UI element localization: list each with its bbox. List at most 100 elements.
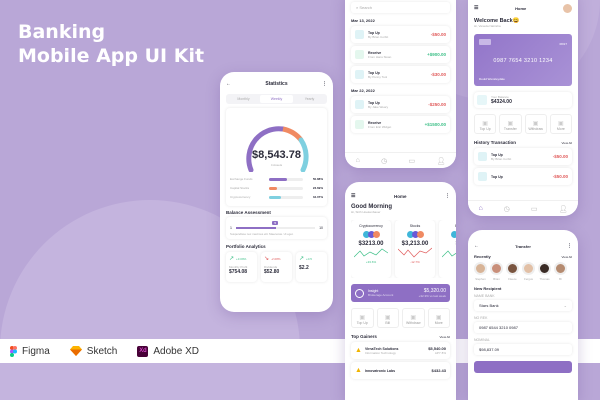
- bank-card[interactable]: 08/27 0987 7654 3210 1234 Dould Wensleyd…: [474, 34, 572, 86]
- tab-weekly[interactable]: Weekly: [260, 95, 293, 103]
- back-icon[interactable]: ←: [226, 81, 231, 87]
- top-up-icon: [355, 70, 364, 79]
- home-screen: ☰ Home ⋮ Good Morning Hi, Sirth Hoekenbaue…: [345, 182, 456, 400]
- card-expiry: 08/27: [559, 42, 567, 46]
- action-transfer[interactable]: ▣ Transfer: [499, 114, 522, 134]
- view-all-link[interactable]: View All: [439, 334, 450, 339]
- view-all-link[interactable]: View All: [561, 254, 572, 259]
- insight-card[interactable]: Insight Brokerage Account $5,320.00 +32.3%…: [351, 284, 450, 302]
- view-all-link[interactable]: View All: [561, 140, 572, 145]
- transaction-title: Receive: [368, 50, 382, 55]
- transaction-sub: From Eric Widget: [368, 124, 392, 129]
- transaction-item[interactable]: Receive From Eric Widget +$1500.00: [351, 116, 450, 133]
- contact-name: Brian: [493, 277, 500, 281]
- transaction-title: Top Up: [368, 30, 380, 35]
- action-top-up[interactable]: ▣ Top Up: [351, 308, 374, 328]
- company-value: $5,540.00: [428, 346, 446, 351]
- transaction-sub: By Brian Corbit: [368, 34, 389, 39]
- home-icon[interactable]: ⌂: [355, 157, 360, 164]
- contact-name: Fleece: [508, 277, 517, 281]
- coin-icons: [439, 231, 456, 238]
- continue-button[interactable]: [474, 361, 572, 373]
- menu-icon[interactable]: ☰: [351, 193, 356, 199]
- more-icon[interactable]: ⋮: [566, 243, 572, 249]
- insight-title: Insight: [368, 289, 379, 293]
- portfolio-value: $2.2: [299, 265, 309, 271]
- breakdown-row: Exchange Funds 50.88%: [230, 177, 323, 181]
- search-input[interactable]: ⌕ Search: [351, 2, 450, 13]
- company-sector: Information Technology: [364, 350, 396, 355]
- action-more[interactable]: ▣ More: [427, 308, 450, 328]
- history-icon[interactable]: ◷: [503, 205, 510, 213]
- withdraw-icon: ▣: [410, 315, 417, 321]
- transaction-amount: -$250.00: [428, 102, 446, 107]
- screen-title: Home: [515, 5, 527, 11]
- avatar: [522, 262, 535, 275]
- coin-icons: [395, 231, 435, 238]
- market-card[interactable]: Exch $5: [439, 220, 456, 278]
- transaction-item[interactable]: Top Up By Brian Corbit -$50.00: [351, 26, 450, 43]
- portfolio-card[interactable]: ↗ +3.09% Monthly Profit $754.08: [226, 252, 257, 282]
- recent-contact[interactable]: Thomas: [538, 262, 551, 281]
- portfolio-card[interactable]: ↘ -2.08% Dividends $52.80: [261, 252, 292, 282]
- contact-name: Thomas: [539, 277, 550, 281]
- transaction-item[interactable]: Top Up -$50.00: [474, 168, 572, 185]
- back-icon[interactable]: ←: [474, 243, 479, 249]
- balance-slider[interactable]: 5: [235, 221, 316, 229]
- account-value: 0987 6544 3210 0987: [479, 325, 518, 330]
- gainer-item[interactable]: ▲ Innovatronic Labs $432.43: [351, 362, 450, 379]
- home-icon[interactable]: ⌂: [478, 205, 483, 212]
- tab-monthly[interactable]: Monthly: [237, 97, 250, 101]
- nominal-input[interactable]: $98,837.09: [474, 344, 572, 355]
- transaction-item[interactable]: Receive From Hans Sloan +$900.00: [351, 46, 450, 63]
- tool-label: Sketch: [86, 345, 118, 357]
- profile-icon[interactable]: 👤︎: [558, 205, 568, 213]
- screen-title: Home: [393, 193, 407, 199]
- action-label: More: [434, 321, 443, 325]
- card-icon[interactable]: ▭: [408, 157, 416, 165]
- menu-icon[interactable]: ☰: [474, 5, 479, 11]
- market-card[interactable]: Cryptocurrency $3213.00 +33.6%: [351, 220, 391, 278]
- bank-select[interactable]: Stars Bank ⌄: [474, 300, 572, 311]
- insight-change: +32.3% vs last week: [418, 294, 446, 298]
- chip-icon: [479, 39, 491, 45]
- user-name: Hi, Sirth Hoekenbauer: [351, 210, 381, 214]
- nominal-value: $98,837.09: [479, 347, 500, 352]
- more-icon[interactable]: ⋮: [321, 81, 327, 87]
- more-icon[interactable]: ⋮: [445, 193, 450, 199]
- profile-icon[interactable]: 👤︎: [436, 157, 446, 165]
- card-icon[interactable]: ▭: [530, 205, 538, 213]
- transaction-item[interactable]: Top Up By Penny Tool -$30.00: [351, 66, 450, 83]
- portfolio-change: +3.09%: [236, 256, 247, 261]
- account-input[interactable]: 0987 6544 3210 0987: [474, 322, 572, 333]
- slider-thumb[interactable]: 5: [272, 221, 279, 225]
- tab-yearly[interactable]: Yearly: [304, 97, 315, 101]
- history-icon[interactable]: ◷: [381, 157, 388, 165]
- portfolio-card[interactable]: ↗ +0.5 $2.2: [296, 252, 327, 282]
- avatar[interactable]: [562, 3, 572, 13]
- receive-icon: [355, 50, 364, 59]
- breakdown-label: Exchange Funds: [230, 177, 253, 181]
- transaction-item[interactable]: Top Up By Jake Weary -$250.00: [351, 96, 450, 113]
- action-top-up[interactable]: ▣ Top Up: [474, 114, 497, 134]
- transaction-item[interactable]: Top Up By Brian Corbit -$50.00: [474, 148, 572, 165]
- action-withdraw[interactable]: ▣ Withdraw: [524, 114, 547, 134]
- search-icon: ⌕: [356, 5, 360, 10]
- sparkline: [441, 250, 456, 258]
- recent-contact[interactable]: Fleece: [506, 262, 519, 281]
- action-bill[interactable]: ▣ Bill: [376, 308, 399, 328]
- search-placeholder: Search: [359, 5, 373, 10]
- action-more[interactable]: ▣ More: [549, 114, 572, 134]
- date-heading: Mar 13, 2022: [351, 18, 375, 23]
- recent-contact[interactable]: Fergus: [522, 262, 535, 281]
- gainer-item[interactable]: ▲ VirnaTech Solutions Information Technolo…: [351, 342, 450, 359]
- action-withdraw[interactable]: ▣ Withdraw: [402, 308, 425, 328]
- transaction-title: Top Up: [368, 70, 380, 75]
- assets-count: 4 Assets: [270, 163, 283, 167]
- recent-contact[interactable]: Br: [554, 262, 567, 281]
- recent-contact[interactable]: Brian: [490, 262, 503, 281]
- trend-up-icon: ↗: [299, 256, 305, 262]
- recent-contact[interactable]: Stephen: [474, 262, 487, 281]
- market-card[interactable]: Stocks $3,213.00 -12.7%: [395, 220, 435, 278]
- more-icon: ▣: [435, 315, 442, 321]
